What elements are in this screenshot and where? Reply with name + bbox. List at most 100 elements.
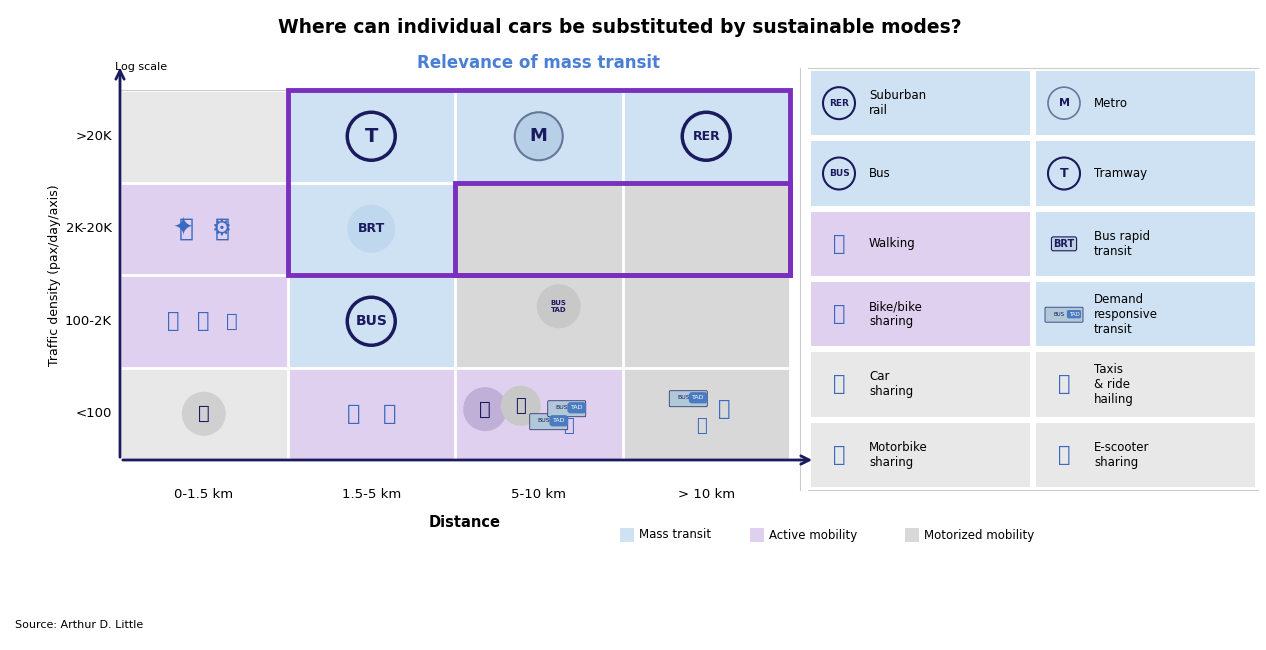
Text: T: T bbox=[1060, 167, 1069, 180]
Bar bbox=[287, 90, 790, 275]
Text: Motorized mobility: Motorized mobility bbox=[924, 528, 1034, 541]
Bar bbox=[812, 282, 1031, 346]
Text: 🚴: 🚴 bbox=[480, 400, 491, 419]
Circle shape bbox=[823, 157, 855, 190]
Text: TAD: TAD bbox=[571, 405, 584, 410]
Text: BUS: BUS bbox=[556, 405, 568, 410]
Bar bbox=[454, 183, 790, 275]
Bar bbox=[812, 352, 1031, 417]
Circle shape bbox=[347, 297, 395, 345]
Text: BUS: BUS bbox=[829, 169, 849, 178]
Text: 🚴: 🚴 bbox=[214, 216, 229, 240]
Circle shape bbox=[501, 385, 541, 426]
Bar bbox=[749, 528, 763, 542]
Text: <100: <100 bbox=[76, 408, 111, 421]
Text: BUS: BUS bbox=[1053, 311, 1065, 317]
Text: Walking: Walking bbox=[868, 237, 915, 250]
Text: 🛴: 🛴 bbox=[225, 312, 238, 331]
Bar bbox=[812, 422, 1031, 487]
Text: 🚕: 🚕 bbox=[1058, 374, 1070, 395]
Bar bbox=[287, 367, 454, 460]
Bar bbox=[287, 183, 454, 275]
Text: 2K-20K: 2K-20K bbox=[66, 222, 111, 235]
Text: E-scooter
sharing: E-scooter sharing bbox=[1094, 441, 1150, 469]
Text: ⚙: ⚙ bbox=[211, 219, 232, 239]
Text: 🚶: 🚶 bbox=[347, 404, 360, 424]
Text: 0-1.5 km: 0-1.5 km bbox=[175, 488, 233, 501]
Text: Distance: Distance bbox=[429, 515, 501, 530]
FancyBboxPatch shape bbox=[670, 391, 708, 407]
Bar bbox=[1036, 352, 1255, 417]
Text: T: T bbox=[365, 127, 379, 146]
Text: Mass transit: Mass transit bbox=[639, 528, 711, 541]
Text: Motorbike
sharing: Motorbike sharing bbox=[868, 441, 928, 469]
Text: 🚕: 🚕 bbox=[718, 398, 730, 419]
Bar bbox=[623, 367, 790, 460]
Bar bbox=[905, 528, 919, 542]
Bar bbox=[120, 367, 287, 460]
Bar bbox=[1036, 212, 1255, 276]
Text: > 10 km: > 10 km bbox=[677, 488, 734, 501]
Bar bbox=[620, 528, 634, 542]
Bar bbox=[287, 90, 790, 183]
Circle shape bbox=[823, 87, 855, 119]
Text: 🚶: 🚶 bbox=[167, 311, 180, 332]
Text: Tramway: Tramway bbox=[1094, 167, 1147, 180]
Text: Bus rapid
transit: Bus rapid transit bbox=[1094, 230, 1150, 258]
Text: Where can individual cars be substituted by sustainable modes?: Where can individual cars be substituted… bbox=[279, 18, 962, 37]
Text: 🛴: 🛴 bbox=[197, 404, 210, 423]
Text: RER: RER bbox=[693, 130, 720, 143]
Text: Metro: Metro bbox=[1094, 97, 1128, 110]
Bar bbox=[120, 90, 287, 183]
Bar bbox=[454, 275, 790, 367]
Bar bbox=[120, 183, 287, 275]
Circle shape bbox=[463, 387, 508, 431]
Text: BUS: BUS bbox=[538, 418, 549, 423]
Text: 5-10 km: 5-10 km bbox=[511, 488, 566, 501]
Bar bbox=[1036, 141, 1255, 205]
Text: 📍: 📍 bbox=[696, 417, 706, 435]
Circle shape bbox=[1048, 87, 1080, 119]
Bar bbox=[812, 71, 1031, 135]
Text: BUS: BUS bbox=[677, 395, 690, 400]
Text: BUS
TAD: BUS TAD bbox=[551, 300, 567, 313]
Text: Active mobility: Active mobility bbox=[768, 528, 857, 541]
Text: 1.5-5 km: 1.5-5 km bbox=[342, 488, 401, 501]
Text: Bike/bike
sharing: Bike/bike sharing bbox=[868, 300, 923, 328]
Circle shape bbox=[347, 205, 395, 253]
Circle shape bbox=[182, 392, 225, 436]
Text: BRT: BRT bbox=[1053, 239, 1075, 249]
Text: 🏍: 🏍 bbox=[563, 417, 573, 435]
Text: Bus: Bus bbox=[868, 167, 891, 180]
Text: 🏍: 🏍 bbox=[833, 445, 846, 465]
Text: 🚶: 🚶 bbox=[833, 234, 846, 254]
Text: ✦: ✦ bbox=[173, 216, 194, 240]
Text: Relevance of mass transit: Relevance of mass transit bbox=[418, 54, 661, 72]
Bar bbox=[1036, 71, 1255, 135]
Text: 100-2K: 100-2K bbox=[65, 315, 111, 328]
Circle shape bbox=[347, 112, 395, 161]
Text: Taxis
& ride
hailing: Taxis & ride hailing bbox=[1094, 363, 1134, 406]
Bar bbox=[1036, 282, 1255, 346]
Text: RER: RER bbox=[829, 99, 849, 108]
Bar bbox=[120, 275, 287, 367]
Text: TAD: TAD bbox=[552, 418, 565, 423]
FancyBboxPatch shape bbox=[529, 414, 567, 430]
Bar bbox=[1036, 422, 1255, 487]
Bar bbox=[287, 275, 454, 367]
Text: BRT: BRT bbox=[357, 222, 385, 235]
Bar bbox=[454, 183, 790, 275]
Text: 🚴: 🚴 bbox=[382, 404, 396, 424]
FancyBboxPatch shape bbox=[548, 401, 586, 417]
Text: >20K: >20K bbox=[76, 130, 111, 143]
Text: Suburban
rail: Suburban rail bbox=[868, 89, 927, 117]
Text: TAD: TAD bbox=[693, 395, 704, 400]
Text: Source: Arthur D. Little: Source: Arthur D. Little bbox=[15, 620, 143, 630]
Circle shape bbox=[537, 284, 581, 328]
Text: 🚗: 🚗 bbox=[833, 374, 846, 395]
Text: M: M bbox=[1058, 98, 1070, 108]
Text: 🚶: 🚶 bbox=[179, 216, 194, 240]
Circle shape bbox=[515, 112, 563, 161]
Text: Demand
responsive
transit: Demand responsive transit bbox=[1094, 292, 1158, 335]
Text: Traffic density (pax/day/axis): Traffic density (pax/day/axis) bbox=[48, 184, 62, 366]
